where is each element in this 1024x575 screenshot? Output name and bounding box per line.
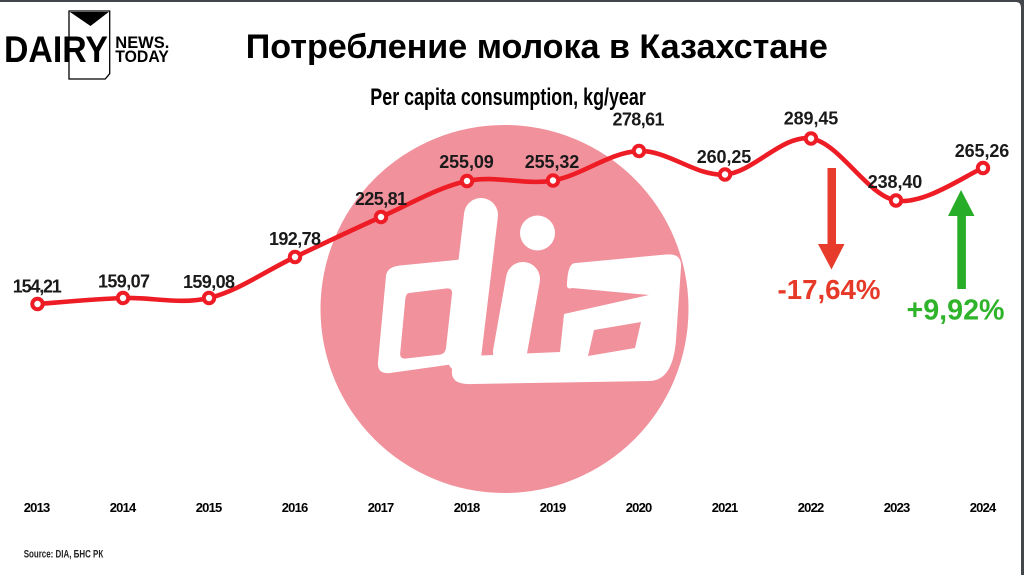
svg-text:289,45: 289,45: [784, 109, 839, 129]
svg-text:278,61: 278,61: [613, 110, 665, 130]
svg-text:Потребление молока в Казахстан: Потребление молока в Казахстане: [246, 28, 828, 66]
svg-text:2014: 2014: [110, 500, 137, 515]
svg-text:238,40: 238,40: [868, 172, 923, 192]
svg-text:159,07: 159,07: [98, 272, 150, 292]
svg-text:2021: 2021: [712, 500, 739, 515]
svg-text:2018: 2018: [454, 500, 481, 515]
svg-text:192,78: 192,78: [269, 229, 321, 249]
svg-text:225,81: 225,81: [355, 189, 407, 209]
svg-text:2015: 2015: [196, 500, 223, 515]
svg-text:2022: 2022: [798, 500, 825, 515]
svg-text:NEWS.: NEWS.: [115, 33, 169, 52]
svg-text:2013: 2013: [24, 500, 51, 515]
svg-text:DAIRY: DAIRY: [4, 29, 108, 70]
svg-text:265,26: 265,26: [955, 141, 1010, 161]
svg-text:2023: 2023: [884, 500, 911, 515]
svg-text:Source: DIA, БНС РК: Source: DIA, БНС РК: [24, 548, 104, 560]
svg-text:255,09: 255,09: [439, 152, 494, 172]
svg-text:2017: 2017: [368, 500, 395, 515]
svg-text:255,32: 255,32: [525, 152, 580, 172]
svg-text:2020: 2020: [626, 500, 653, 515]
svg-text:2016: 2016: [282, 500, 309, 515]
svg-text:154,21: 154,21: [13, 277, 62, 297]
svg-text:-17,64%: -17,64%: [778, 274, 881, 305]
svg-text:260,25: 260,25: [697, 147, 752, 167]
svg-text:+9,92%: +9,92%: [907, 295, 1005, 327]
svg-text:2019: 2019: [540, 500, 567, 515]
svg-text:2024: 2024: [970, 500, 997, 515]
svg-text:Per capita consumption, kg/yea: Per capita consumption, kg/year: [370, 84, 646, 111]
svg-text:TODAY: TODAY: [115, 47, 169, 66]
svg-text:159,08: 159,08: [183, 272, 235, 292]
